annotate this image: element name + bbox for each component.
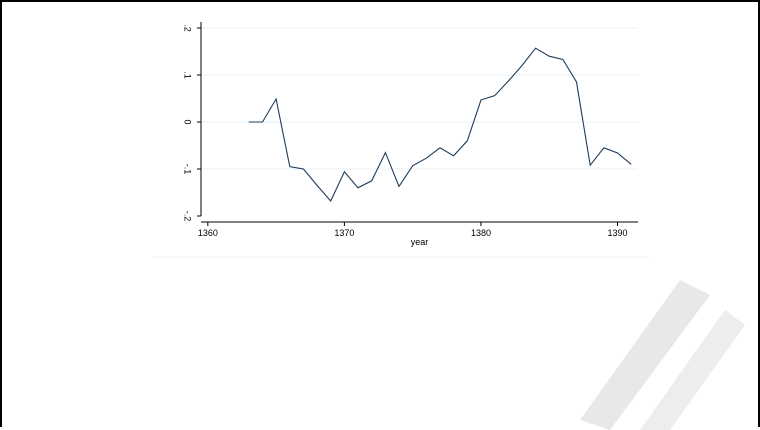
gridlines <box>152 27 650 258</box>
axes: -.2 -.1 0 .1 .2 1360 1370 1380 1390 <box>183 22 638 238</box>
x-tick-label-2: 1380 <box>471 228 491 238</box>
x-tick-label-1: 1370 <box>334 228 354 238</box>
series-layer <box>248 47 632 202</box>
series-line-0 <box>248 47 632 202</box>
x-axis-title: year <box>411 237 429 247</box>
y-tick-label-2: 0 <box>183 119 193 124</box>
x-tick-label-0: 1360 <box>198 228 218 238</box>
y-tick-label-3: .1 <box>183 71 193 79</box>
y-tick-label-4: .2 <box>183 24 193 32</box>
watermark-logo <box>580 280 745 430</box>
y-tick-label-1: -.1 <box>183 164 193 175</box>
x-tick-label-3: 1390 <box>608 228 628 238</box>
y-tick-label-0: -.2 <box>183 211 193 222</box>
